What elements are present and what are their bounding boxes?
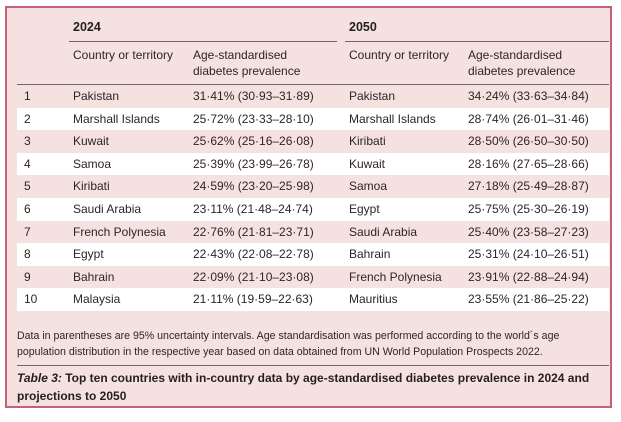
caption-rule [17, 365, 609, 366]
prevalence-2024-cell: 25·72% (23·33–28·10) [193, 111, 314, 126]
prevalence-2050-cell: 25·40% (23·58–27·23) [468, 224, 589, 239]
prevalence-2024-cell: 21·11% (19·59–22·63) [193, 292, 313, 307]
prevalence-2050-cell: 25·31% (24·10–26·51) [468, 247, 589, 262]
table-row: 10 Malaysia 21·11% (19·59–22·63) Mauriti… [17, 288, 609, 311]
country-2050-cell: French Polynesia [349, 269, 442, 284]
year-header-2050: 2050 [349, 20, 377, 34]
rank-cell: 7 [24, 224, 31, 239]
table-row: 6 Saudi Arabia 23·11% (21·48–24·74) Egyp… [17, 197, 609, 221]
prevalence-2024-cell: 22·43% (22·08–22·78) [193, 247, 314, 262]
table-caption: Table 3: Top ten countries with in-count… [17, 369, 609, 405]
prevalence-2024-cell: 25·39% (23·99–26·78) [193, 156, 314, 171]
table-row: 3 Kuwait 25·62% (25·16–26·08) Kiribati 2… [17, 130, 609, 153]
country-2024-cell: Kuwait [73, 134, 110, 149]
prevalence-2024-cell: 22·76% (21·81–23·71) [193, 224, 314, 239]
country-2024-cell: Egypt [73, 247, 104, 262]
column-header-country-2024: Country or territory [73, 47, 173, 63]
rank-cell: 8 [24, 247, 31, 262]
country-2024-cell: Marshall Islands [73, 111, 160, 126]
country-2024-cell: French Polynesia [73, 224, 166, 239]
column-header-prevalence-2024-line1: Age-standardised [193, 48, 288, 62]
country-2050-cell: Marshall Islands [349, 111, 436, 126]
year-rule-2024 [69, 41, 337, 42]
table-caption-label: Table 3: [17, 371, 62, 385]
country-2024-cell: Saudi Arabia [73, 201, 142, 216]
table-panel: 2024 2050 Country or territory Age-stand… [5, 6, 612, 408]
rank-cell: 10 [24, 292, 38, 307]
year-header-2024: 2024 [73, 20, 101, 34]
table-footnote: Data in parentheses are 95% uncertainty … [17, 330, 560, 358]
prevalence-2024-cell: 23·11% (21·48–24·74) [193, 201, 313, 216]
country-2024-cell: Kiribati [73, 179, 110, 194]
prevalence-2050-cell: 28·50% (26·50–30·50) [468, 134, 589, 149]
header-rule [17, 84, 609, 85]
country-2024-cell: Pakistan [73, 89, 120, 103]
rank-cell: 3 [24, 134, 31, 149]
prevalence-2050-cell: 23·91% (22·88–24·94) [468, 269, 589, 284]
prevalence-2050-cell: 28·74% (26·01–31·46) [468, 111, 589, 126]
country-2050-cell: Samoa [349, 179, 388, 194]
column-header-prevalence-2050-line1: Age-standardised [468, 48, 563, 62]
column-header-country-2024-label: Country or territory [73, 48, 174, 62]
rank-cell: 9 [24, 269, 31, 284]
country-2024-cell: Samoa [73, 156, 112, 171]
table-row: 2 Marshall Islands 25·72% (23·33–28·10) … [17, 107, 609, 131]
table-caption-text: Top ten countries with in-country data b… [17, 371, 590, 403]
country-2050-cell: Mauritius [349, 292, 398, 307]
prevalence-2024-cell: 24·59% (23·20–25·98) [193, 179, 314, 194]
prevalence-2050-cell: 34·24% (33·63–34·84) [468, 89, 589, 103]
rank-cell: 4 [24, 156, 31, 171]
prevalence-2024-cell: 22·09% (21·10–23·08) [193, 269, 314, 284]
table-row: 4 Samoa 25·39% (23·99–26·78) Kuwait 28·1… [17, 152, 609, 176]
prevalence-2050-cell: 25·75% (25·30–26·19) [468, 201, 589, 216]
column-header-prevalence-2050: Age-standardised diabetes prevalence [468, 47, 575, 79]
country-2024-cell: Bahrain [73, 269, 115, 284]
column-header-country-2050: Country or territory [349, 47, 449, 63]
table-row: 1 Pakistan 31·41% (30·93–31·89) Pakistan… [17, 85, 609, 108]
rank-cell: 2 [24, 111, 31, 126]
prevalence-2050-cell: 28·16% (27·65–28·66) [468, 156, 589, 171]
country-2050-cell: Pakistan [349, 89, 396, 103]
table-body: 1 Pakistan 31·41% (30·93–31·89) Pakistan… [17, 85, 609, 311]
column-header-prevalence-2024: Age-standardised diabetes prevalence [193, 47, 300, 79]
year-rule-2050 [345, 41, 609, 42]
table-row: 8 Egypt 22·43% (22·08–22·78) Bahrain 25·… [17, 243, 609, 266]
table-row: 5 Kiribati 24·59% (23·20–25·98) Samoa 27… [17, 175, 609, 198]
column-header-prevalence-2050-line2: diabetes prevalence [468, 64, 576, 78]
country-2050-cell: Egypt [349, 201, 380, 216]
rank-cell: 5 [24, 179, 31, 194]
country-2050-cell: Bahrain [349, 247, 391, 262]
table-row: 9 Bahrain 22·09% (21·10–23·08) French Po… [17, 265, 609, 289]
column-header-prevalence-2024-line2: diabetes prevalence [193, 64, 301, 78]
prevalence-2050-cell: 27·18% (25·49–28·87) [468, 179, 589, 194]
table-row: 7 French Polynesia 22·76% (21·81–23·71) … [17, 220, 609, 244]
country-2050-cell: Kiribati [349, 134, 386, 149]
prevalence-2024-cell: 31·41% (30·93–31·89) [193, 89, 314, 103]
prevalence-2024-cell: 25·62% (25·16–26·08) [193, 134, 314, 149]
country-2050-cell: Kuwait [349, 156, 386, 171]
country-2024-cell: Malaysia [73, 292, 121, 307]
rank-cell: 6 [24, 201, 31, 216]
rank-cell: 1 [24, 89, 31, 103]
column-header-country-2050-label: Country or territory [349, 48, 450, 62]
prevalence-2050-cell: 23·55% (21·86–25·22) [468, 292, 589, 307]
country-2050-cell: Saudi Arabia [349, 224, 418, 239]
